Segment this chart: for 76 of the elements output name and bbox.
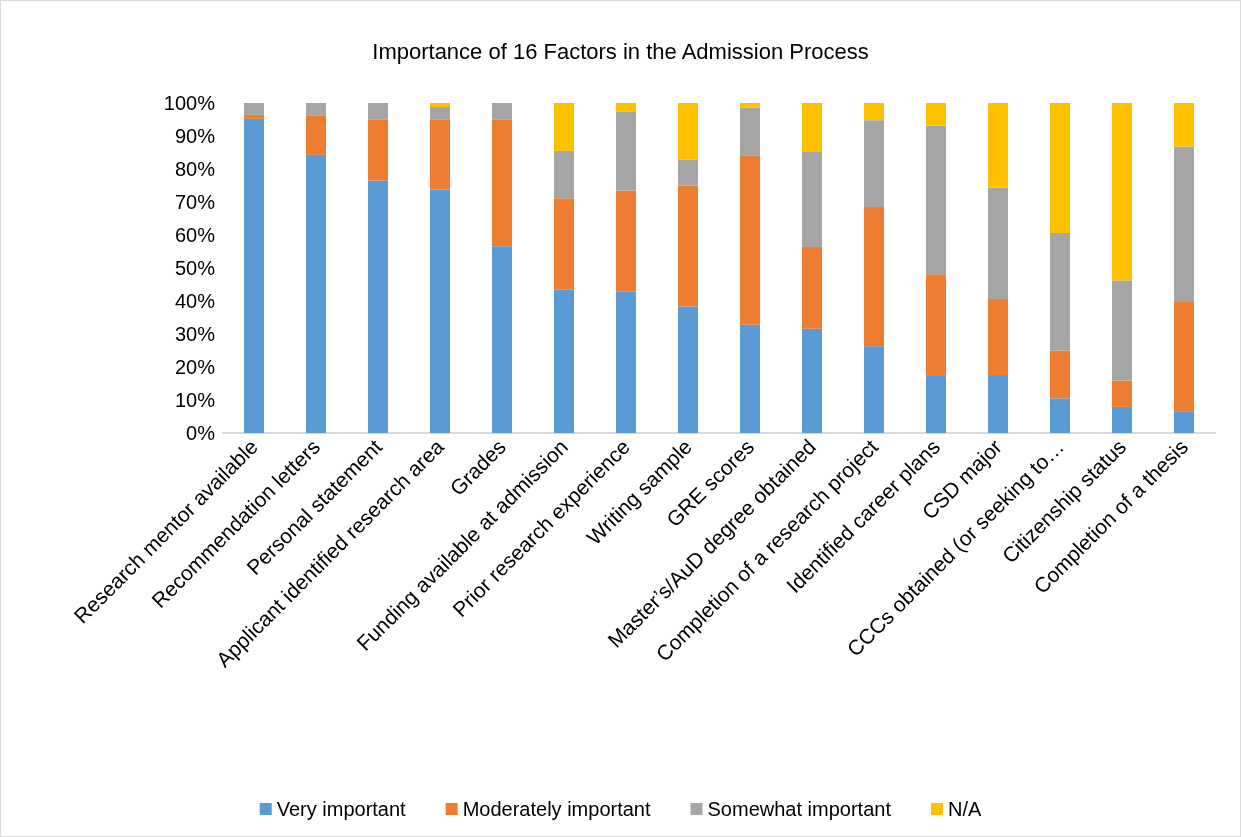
bar (1050, 398, 1070, 433)
bar (740, 155, 760, 325)
bar (306, 115, 326, 155)
bar (926, 375, 946, 433)
bar (988, 103, 1008, 188)
bar (864, 120, 884, 207)
y-tick-label: 60% (174, 224, 216, 246)
bar (554, 103, 574, 151)
y-tick-label: 20% (174, 356, 216, 378)
bar (368, 119, 388, 181)
legend-label: N/A (947, 798, 982, 820)
bar (1050, 103, 1070, 234)
y-tick-label: 80% (174, 158, 216, 180)
bar (1050, 350, 1070, 399)
bar (802, 246, 822, 329)
bar (678, 185, 698, 307)
bar (306, 103, 326, 116)
bar (988, 299, 1008, 375)
bar (1050, 233, 1070, 351)
bar (430, 106, 450, 120)
bar (926, 274, 946, 376)
y-tick-label: 40% (174, 290, 216, 312)
bar (740, 103, 760, 108)
bar (740, 107, 760, 156)
legend-label: Somewhat important (707, 798, 892, 820)
bar (926, 103, 946, 126)
bar (430, 189, 450, 433)
bar (802, 103, 822, 152)
y-tick-label: 100% (163, 92, 216, 114)
bar (430, 119, 450, 190)
chart-title: Importance of 16 Factors in the Admission Process (372, 38, 869, 64)
bar (430, 103, 450, 107)
bar (616, 291, 636, 433)
bar (864, 206, 884, 347)
bar (988, 187, 1008, 300)
bar (802, 328, 822, 433)
bar (554, 289, 574, 433)
y-tick-label: 0% (186, 422, 216, 444)
bar (864, 103, 884, 121)
bar (616, 111, 636, 191)
bar (678, 103, 698, 160)
bar (1112, 103, 1132, 281)
bar (1112, 406, 1132, 433)
bar (1174, 301, 1194, 412)
bar (678, 306, 698, 433)
y-tick-label: 90% (174, 125, 216, 147)
bar (368, 180, 388, 433)
bar (244, 103, 264, 115)
y-tick-label: 70% (174, 191, 216, 213)
bar (554, 198, 574, 290)
bar (616, 103, 636, 112)
y-tick-label: 30% (174, 323, 216, 345)
bar (740, 324, 760, 433)
bar (492, 119, 512, 247)
bar (1174, 103, 1194, 147)
bar (926, 125, 946, 275)
bar (864, 346, 884, 433)
bar (1174, 146, 1194, 302)
bar (492, 246, 512, 433)
bar (368, 103, 388, 120)
bar (244, 114, 264, 119)
bar (988, 374, 1008, 433)
bar (554, 150, 574, 199)
bar (1112, 380, 1132, 407)
legend-label: Moderately important (462, 798, 651, 820)
bar (244, 118, 264, 433)
bar (1174, 411, 1194, 433)
bar (678, 159, 698, 186)
bar (492, 103, 512, 120)
bar (802, 151, 822, 247)
y-tick-label: 10% (174, 389, 216, 411)
bar (306, 154, 326, 433)
bar (616, 190, 636, 292)
legend-label: Very important (276, 798, 407, 820)
y-tick-label: 50% (174, 257, 216, 279)
bar (1112, 280, 1132, 381)
